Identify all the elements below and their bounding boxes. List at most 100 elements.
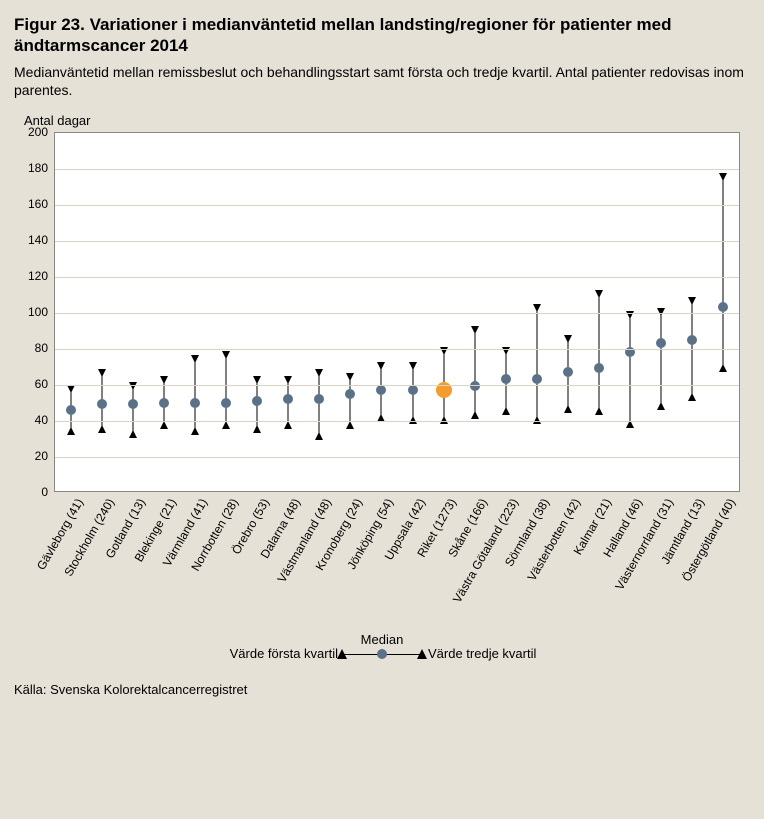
figure-container: Figur 23. Variationer i medianväntetid m… bbox=[0, 0, 764, 707]
cap-bottom-icon bbox=[284, 421, 292, 429]
figure-subtitle: Medianväntetid mellan remissbeslut och b… bbox=[14, 63, 750, 99]
median-marker bbox=[252, 396, 262, 406]
y-tick-label: 80 bbox=[18, 341, 48, 355]
median-marker bbox=[314, 394, 324, 404]
y-axis-title: Antal dagar bbox=[24, 113, 750, 128]
legend-median-label: Median bbox=[361, 632, 404, 647]
cap-top-icon bbox=[253, 376, 261, 384]
whisker-line bbox=[536, 309, 537, 419]
median-marker bbox=[594, 363, 604, 373]
median-marker bbox=[501, 374, 511, 384]
cap-top-icon bbox=[595, 290, 603, 298]
cap-bottom-icon bbox=[719, 364, 727, 372]
cap-bottom-icon bbox=[191, 427, 199, 435]
plot-area bbox=[54, 132, 740, 492]
cap-bottom-icon bbox=[98, 425, 106, 433]
gridline bbox=[55, 241, 739, 242]
median-marker bbox=[66, 405, 76, 415]
figure-source: Källa: Svenska Kolorektalcancerregistret bbox=[14, 682, 750, 697]
median-marker bbox=[128, 399, 138, 409]
legend-left-cap-icon bbox=[337, 649, 347, 659]
gridline bbox=[55, 313, 739, 314]
data-series bbox=[55, 133, 739, 491]
cap-top-icon bbox=[533, 304, 541, 312]
cap-top-icon bbox=[98, 369, 106, 377]
median-marker bbox=[221, 398, 231, 408]
gridline bbox=[55, 385, 739, 386]
cap-top-icon bbox=[191, 355, 199, 363]
median-marker bbox=[283, 394, 293, 404]
median-marker bbox=[345, 389, 355, 399]
y-tick-label: 120 bbox=[18, 269, 48, 283]
cap-top-icon bbox=[719, 173, 727, 181]
cap-top-icon bbox=[160, 376, 168, 384]
whisker-line bbox=[723, 178, 724, 367]
y-tick-label: 200 bbox=[18, 125, 48, 139]
whisker-line bbox=[226, 356, 227, 424]
gridline bbox=[55, 349, 739, 350]
x-axis-labels: Gävleborg (41)Stockholm (240)Gotland (13… bbox=[54, 492, 740, 632]
y-tick-label: 160 bbox=[18, 197, 48, 211]
y-tick-label: 100 bbox=[18, 305, 48, 319]
gridline bbox=[55, 277, 739, 278]
gridline bbox=[55, 205, 739, 206]
cap-bottom-icon bbox=[129, 430, 137, 438]
median-marker bbox=[718, 302, 728, 312]
median-marker bbox=[656, 338, 666, 348]
cap-top-icon bbox=[346, 373, 354, 381]
whisker-line bbox=[132, 387, 133, 434]
median-marker bbox=[532, 374, 542, 384]
median-marker bbox=[376, 385, 386, 395]
y-tick-label: 140 bbox=[18, 233, 48, 247]
whisker-line bbox=[630, 316, 631, 422]
cap-bottom-icon bbox=[346, 421, 354, 429]
cap-bottom-icon bbox=[471, 411, 479, 419]
figure-title: Figur 23. Variationer i medianväntetid m… bbox=[14, 14, 750, 57]
gridline bbox=[55, 169, 739, 170]
median-marker bbox=[687, 335, 697, 345]
cap-bottom-icon bbox=[657, 402, 665, 410]
whisker-line bbox=[194, 360, 195, 430]
median-marker bbox=[470, 381, 480, 391]
cap-top-icon bbox=[67, 385, 75, 393]
median-marker bbox=[97, 399, 107, 409]
cap-top-icon bbox=[688, 297, 696, 305]
y-tick-label: 40 bbox=[18, 413, 48, 427]
cap-bottom-icon bbox=[315, 432, 323, 440]
cap-bottom-icon bbox=[222, 421, 230, 429]
y-tick-label: 0 bbox=[18, 485, 48, 499]
cap-top-icon bbox=[377, 362, 385, 370]
legend-q3-label: Värde tredje kvartil bbox=[428, 646, 536, 661]
whisker-line bbox=[661, 313, 662, 405]
cap-bottom-icon bbox=[67, 427, 75, 435]
y-tick-label: 180 bbox=[18, 161, 48, 175]
cap-bottom-icon bbox=[253, 425, 261, 433]
cap-top-icon bbox=[471, 326, 479, 334]
cap-bottom-icon bbox=[160, 421, 168, 429]
cap-top-icon bbox=[564, 335, 572, 343]
cap-top-icon bbox=[222, 351, 230, 359]
gridline bbox=[55, 457, 739, 458]
whisker-line bbox=[474, 331, 475, 414]
cap-bottom-icon bbox=[564, 405, 572, 413]
legend-q1-label: Värde första kvartil bbox=[230, 646, 338, 661]
cap-top-icon bbox=[284, 376, 292, 384]
median-marker bbox=[159, 398, 169, 408]
legend: Median Värde första kvartil Värde tredje… bbox=[152, 632, 612, 678]
legend-marker-icon bbox=[377, 649, 387, 659]
plot-outer: 020406080100120140160180200 bbox=[54, 132, 740, 492]
whisker-line bbox=[319, 374, 320, 435]
median-marker bbox=[190, 398, 200, 408]
median-marker bbox=[408, 385, 418, 395]
median-marker bbox=[563, 367, 573, 377]
gridline bbox=[55, 421, 739, 422]
cap-bottom-icon bbox=[502, 407, 510, 415]
cap-top-icon bbox=[315, 369, 323, 377]
cap-bottom-icon bbox=[688, 393, 696, 401]
y-tick-label: 60 bbox=[18, 377, 48, 391]
cap-top-icon bbox=[409, 362, 417, 370]
legend-right-cap-icon bbox=[417, 649, 427, 659]
cap-top-icon bbox=[657, 308, 665, 316]
y-tick-label: 20 bbox=[18, 449, 48, 463]
cap-bottom-icon bbox=[595, 407, 603, 415]
